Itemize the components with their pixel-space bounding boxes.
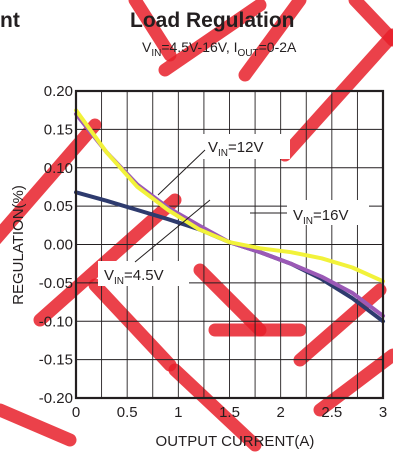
y-tick-label: 0.20 <box>44 83 73 100</box>
annotation-background <box>98 261 189 286</box>
x-axis-title: OUTPUT CURRENT(A) <box>156 433 315 450</box>
x-tick-label: 3 <box>379 404 387 421</box>
y-tick-label: -0.15 <box>39 352 73 369</box>
y-axis-title: REGULATION(%) <box>10 185 27 305</box>
series-label-1: VIN=4.5V <box>104 267 164 287</box>
left-title-fragment: nt <box>0 9 20 32</box>
series-label-3: VIN=16V <box>293 207 348 227</box>
series-group <box>74 108 385 324</box>
chart-title: Load Regulation <box>130 9 295 32</box>
annotation-background <box>202 134 290 159</box>
y-tick-label: 0.05 <box>44 198 73 215</box>
y-tick-label: -0.10 <box>39 313 73 330</box>
watermark-stroke-7 <box>193 263 267 337</box>
chart-subtitle: VIN=4.5V-16V, IOUT=0-2A <box>142 39 297 59</box>
plot-frame <box>74 89 385 400</box>
watermark-stroke-10 <box>293 283 387 367</box>
watermark-stroke-4 <box>158 0 267 77</box>
annotation-leader-line <box>157 149 206 196</box>
x-tick-label: 2 <box>276 404 284 421</box>
series-line-3 <box>74 108 385 284</box>
watermark-stroke-2 <box>88 278 177 372</box>
series-annotations: VIN=12V VIN=16V VIN=4.5V <box>98 134 369 287</box>
x-tick-label: 0.5 <box>117 404 138 421</box>
series-label-2: VIN=12V <box>208 139 263 159</box>
watermark-stroke-5 <box>238 0 307 82</box>
watermark-stroke-3 <box>128 0 177 62</box>
x-tick-labels: 0 0.5 1 1.5 2 2.5 3 <box>72 404 387 421</box>
y-tick-label: 0.00 <box>44 237 73 254</box>
y-tick-label: 0.15 <box>44 121 73 138</box>
watermark-stroke-11 <box>313 348 393 417</box>
watermark-stroke-9 <box>168 363 262 452</box>
y-tick-label: -0.20 <box>39 390 73 407</box>
y-tick-label: 0.10 <box>44 160 73 177</box>
watermark-stroke-0 <box>0 118 102 245</box>
x-tick-label: 0 <box>72 404 80 421</box>
x-tick-label: 1.5 <box>219 404 240 421</box>
y-tick-label: -0.05 <box>39 275 73 292</box>
watermark-stroke-6 <box>278 28 393 162</box>
x-tick-label: 1 <box>174 404 182 421</box>
annotation-background <box>287 200 369 225</box>
watermark-stroke-12 <box>0 403 77 447</box>
watermark-stroke-13 <box>348 0 393 47</box>
x-tick-label: 2.5 <box>321 404 342 421</box>
y-tick-labels: 0.20 0.15 0.10 0.05 0.00 -0.05 -0.10 -0.15 -0.20 <box>39 83 73 407</box>
annotation-leader-line <box>134 199 211 263</box>
